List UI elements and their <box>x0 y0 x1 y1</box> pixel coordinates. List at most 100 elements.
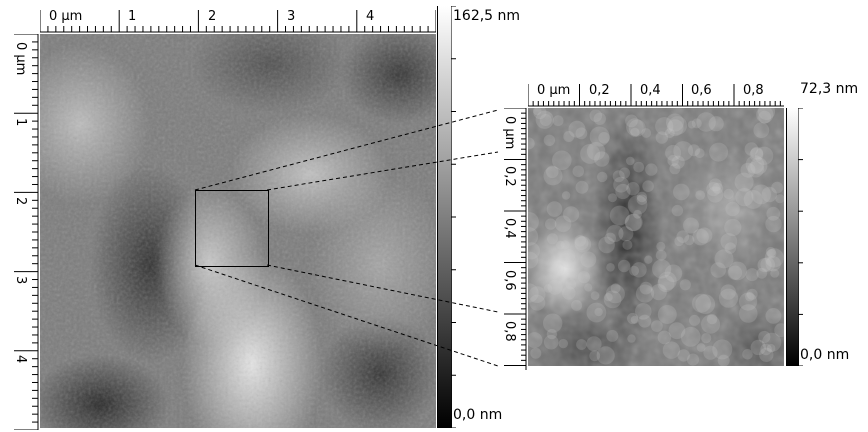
grain <box>626 156 635 166</box>
grain <box>753 122 770 139</box>
grain <box>757 257 772 273</box>
grain <box>745 292 755 302</box>
grain <box>706 182 721 197</box>
grain <box>742 349 753 360</box>
grain <box>606 329 619 342</box>
grain <box>630 127 640 138</box>
grain <box>552 115 564 127</box>
grain <box>528 137 535 150</box>
zoom-colorbar-min: 0,0 nm <box>800 347 850 363</box>
grain <box>547 233 558 245</box>
grain <box>574 235 586 247</box>
grain <box>708 116 724 132</box>
main-x-label-4: 4 <box>366 9 375 24</box>
grain <box>740 162 756 178</box>
grain <box>689 314 700 326</box>
grain <box>633 161 645 173</box>
grain <box>688 144 700 157</box>
grain <box>750 339 766 356</box>
grain <box>546 165 559 179</box>
grain <box>589 350 601 362</box>
grain <box>728 261 747 281</box>
grain <box>626 182 640 196</box>
grain <box>673 141 694 161</box>
grain <box>717 354 730 366</box>
grain <box>658 271 677 291</box>
grain <box>580 251 597 268</box>
grain <box>765 256 781 272</box>
main-x-label-2: 2 <box>208 9 217 24</box>
zoom-y-label-1: 0,2 <box>502 166 517 187</box>
main-texture <box>40 34 436 428</box>
grain <box>528 251 539 269</box>
grain <box>758 330 771 344</box>
grain <box>618 226 634 242</box>
grain <box>760 343 772 356</box>
grain <box>543 313 563 333</box>
grain <box>636 191 648 203</box>
selection-box[interactable] <box>195 190 269 267</box>
grain <box>706 313 718 325</box>
grain <box>617 259 631 273</box>
grain <box>679 279 691 291</box>
zoom-y-label-2: 0,4 <box>502 218 517 239</box>
grain <box>631 262 647 278</box>
grain <box>644 255 653 264</box>
grain <box>528 283 539 303</box>
grain <box>750 146 764 160</box>
grain <box>754 146 774 165</box>
main-scan-figure: 0 µm 1 2 3 4 0 µm 1 2 3 4 162,5 nm 0,0 n… <box>13 6 520 430</box>
grain <box>533 108 547 120</box>
grain <box>560 252 576 269</box>
grain <box>757 108 776 120</box>
main-height-map <box>40 34 436 428</box>
grain <box>723 188 734 200</box>
grain <box>765 246 776 257</box>
grain <box>762 332 782 352</box>
main-colorbar-min: 0,0 nm <box>453 407 503 423</box>
grain <box>625 114 638 128</box>
grain <box>667 154 679 167</box>
grain <box>692 293 711 313</box>
grain <box>608 193 617 203</box>
grain <box>760 257 775 272</box>
grain <box>695 294 716 314</box>
grain <box>666 113 684 132</box>
grain <box>674 236 684 247</box>
grain <box>605 284 625 304</box>
grain <box>645 163 658 176</box>
grain <box>775 194 784 204</box>
grain <box>691 118 702 129</box>
grain <box>586 336 602 352</box>
zoom-x-label-1: 0,2 <box>589 83 610 98</box>
grain <box>684 234 695 246</box>
grain <box>543 166 563 186</box>
grain <box>543 134 556 146</box>
grain <box>739 292 758 311</box>
grain <box>575 180 589 194</box>
zoom-y-label-4: 0,8 <box>502 321 517 342</box>
zoom-x-label-0: 0 µm <box>537 83 571 98</box>
main-x-label-0: 0 µm <box>49 9 83 24</box>
grain <box>627 334 636 343</box>
grain <box>535 110 554 129</box>
grain <box>665 144 682 161</box>
grain <box>615 183 631 200</box>
grain <box>652 259 672 279</box>
grain <box>756 267 768 279</box>
grain <box>556 240 565 250</box>
grain <box>554 215 572 233</box>
grain <box>655 117 674 136</box>
grain <box>708 178 722 192</box>
grain <box>575 127 588 140</box>
grain <box>662 341 681 359</box>
grain <box>766 206 781 221</box>
grain <box>671 204 684 217</box>
grain <box>696 112 716 132</box>
grain <box>558 338 568 349</box>
grain <box>683 217 699 234</box>
grain <box>756 108 774 124</box>
grain <box>739 304 758 323</box>
grain <box>655 249 667 261</box>
grain <box>639 281 653 295</box>
